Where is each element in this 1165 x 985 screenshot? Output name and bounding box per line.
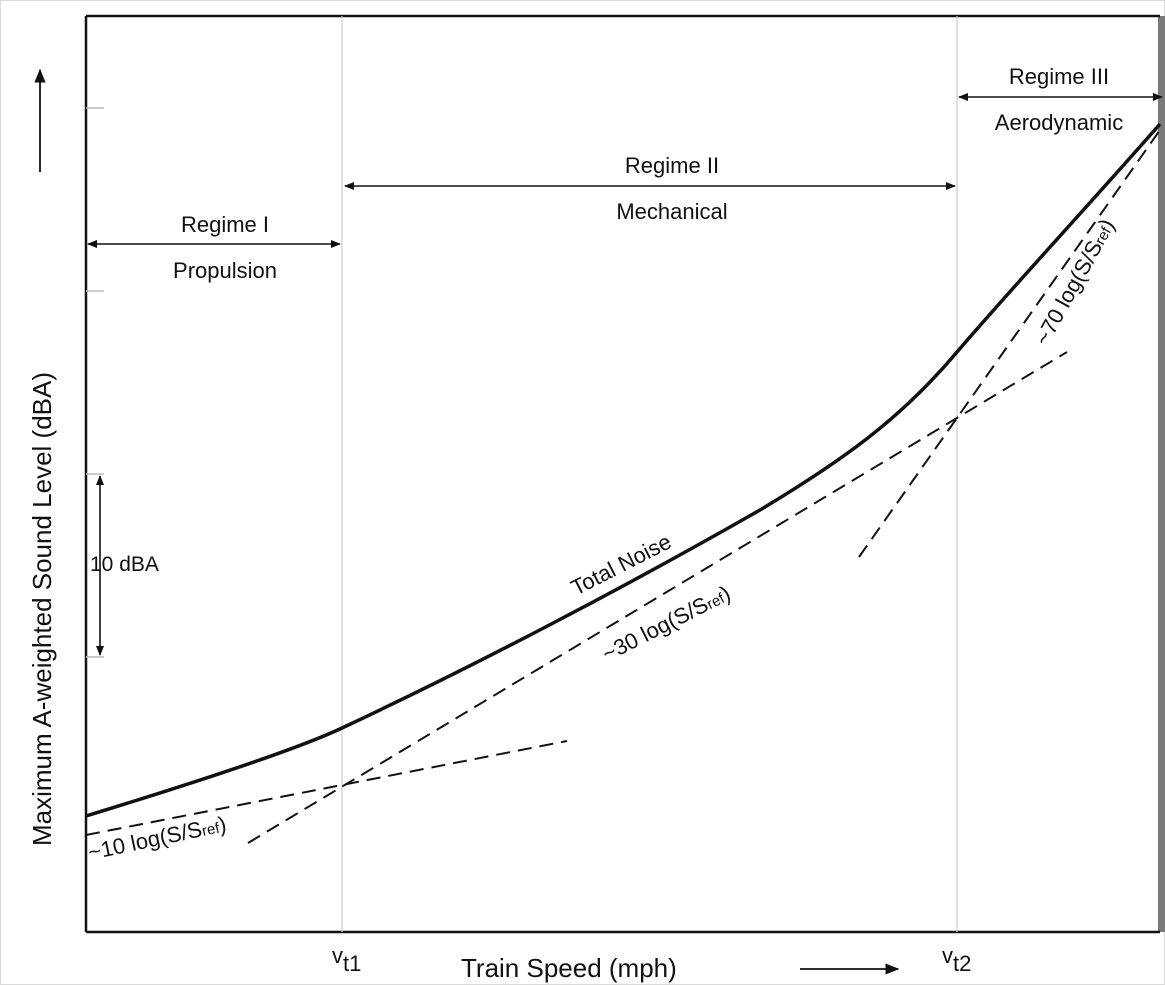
mechanical-label-main: 30 log(S/S <box>609 592 712 661</box>
regime-1-source: Propulsion <box>173 258 277 283</box>
x-tick-vt2-main: v <box>942 943 953 968</box>
x-tick-vt2-sub: t2 <box>953 951 971 976</box>
aerodynamic-asymptote-label: ~70 log(S/Sref) <box>1030 214 1120 349</box>
y-tick-marks <box>86 107 104 658</box>
x-tick-vt1-main: v <box>332 943 343 968</box>
regime-3-name: Regime III <box>1009 64 1109 89</box>
x-tick-vt1: vt1 <box>332 943 361 976</box>
propulsion-label-sub: ref <box>200 819 221 839</box>
total-noise-curve <box>85 122 1162 818</box>
aerodynamic-label-sub: ref <box>1092 224 1116 248</box>
right-edge-strip <box>1158 16 1165 932</box>
regime-2-source: Mechanical <box>616 199 727 224</box>
propulsion-label-prefix: ~ <box>86 838 104 865</box>
regime-1-name: Regime I <box>181 212 269 237</box>
propulsion-asymptote-label: ~10 log(S/Sref) <box>86 811 229 865</box>
x-axis-label: Train Speed (mph) <box>461 953 677 983</box>
propulsion-label-main: 10 log(S/S <box>98 816 204 862</box>
y-axis-label: Maximum A-weighted Sound Level (dBA) <box>27 372 57 846</box>
x-tick-vt2: vt2 <box>942 943 971 976</box>
scale-bar-label: 10 dBA <box>90 553 159 576</box>
aerodynamic-asymptote-line <box>858 129 1161 558</box>
regime-2-name: Regime II <box>625 153 719 178</box>
propulsion-asymptote-line <box>85 740 568 836</box>
regime-3-source: Aerodynamic <box>995 110 1123 135</box>
x-tick-vt1-sub: t1 <box>343 951 361 976</box>
mechanical-asymptote-line <box>247 351 1068 844</box>
mechanical-label-sub: ref <box>704 590 728 613</box>
